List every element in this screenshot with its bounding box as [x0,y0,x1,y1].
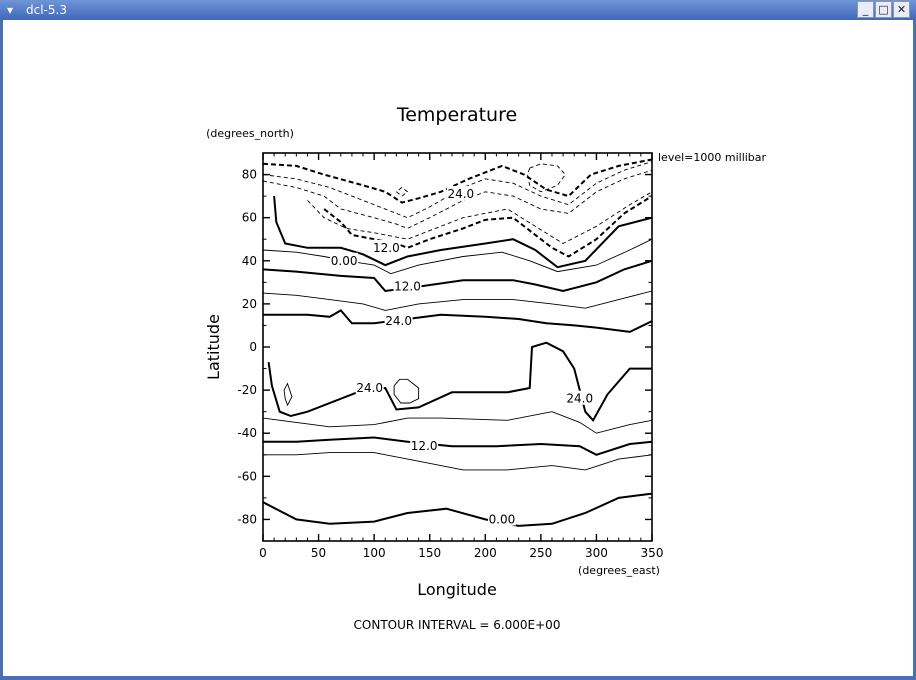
x-axis-label: Longitude [417,580,497,599]
x-tick-label-5: 250 [529,546,552,560]
contour-label-4: 24.0 [385,314,412,328]
x-tick-label-4: 200 [474,546,497,560]
contour-line-4 [307,191,653,245]
plot-frame [262,152,653,542]
title-bar[interactable]: ▾ dcl-5.3 _ □ ✕ [0,0,916,20]
chevron-down-icon[interactable]: ▾ [6,3,14,17]
contour-label-1: 12.0 [373,241,400,255]
contour-label-bg-1 [372,239,401,254]
axis-ticks: 0 50 100 150 200 250 300 350 -80 -60 -40 -20 0 20 40 60… [237,153,663,560]
contour-line-3 [323,195,653,258]
contour-line-17 [527,163,566,193]
contour-label-bg-2 [330,252,359,267]
contour-label-6: 24.0 [566,392,593,406]
y-tick-label-1: -60 [237,469,257,483]
contour-label-bg-3 [393,278,422,293]
contour-label-7: 12.0 [411,439,438,453]
contour-line-12 [263,436,653,456]
contour-label-0: 24.0 [447,187,474,201]
x-tick-label-0: 0 [259,546,267,560]
x-tick-label-2: 100 [363,546,386,560]
contour-label-bg-0 [446,185,475,200]
contour-label-bg-6 [565,390,594,405]
contour-line-11 [262,411,653,434]
contour-line-7 [262,259,653,293]
contour-line-0 [262,161,653,219]
contour-line-8 [262,290,653,311]
contour-line-13 [263,452,653,471]
y-tick-label-5: 20 [242,297,257,311]
contour-label-bg-8 [487,511,516,526]
contour-label-5: 24.0 [356,381,383,395]
maximize-button[interactable]: □ [875,1,892,18]
contour-label-8: 0.00 [489,512,516,526]
contour-line-10 [267,341,652,423]
contour-line-16 [283,382,293,407]
contour-lines [262,158,653,527]
y-unit-label: (degrees_north) [206,127,294,140]
x-tick-label-7: 350 [641,546,664,560]
x-tick-label-1: 50 [311,546,326,560]
contour-line-6 [262,238,653,275]
y-tick-label-2: -40 [237,426,257,440]
y-tick-label-4: 0 [249,340,257,354]
contour-line-9 [263,309,653,333]
contour-label-3: 12.0 [394,280,421,294]
contour-line-5 [273,196,653,269]
contour-label-bg-4 [384,313,413,328]
contour-interval-note: CONTOUR INTERVAL = 6.000E+00 [354,618,561,632]
y-tick-label-7: 60 [242,211,257,225]
x-unit-label: (degrees_east) [578,564,660,577]
contour-labels: 24.0 12.0 0.00 12.0 24.0 24.0 24.0 12.0 0.00 [330,185,594,526]
y-tick-label-6: 40 [242,254,257,268]
y-tick-label-0: -80 [237,512,257,526]
x-tick-label-6: 300 [585,546,608,560]
contour-line-1 [262,169,653,229]
contour-label-bg-5 [355,379,384,394]
level-annotation: level=1000 millibar [658,151,767,164]
window-title: dcl-5.3 [26,3,67,17]
y-axis-label: Latitude [204,314,223,380]
minimize-button[interactable]: _ [857,1,874,18]
chart-title: Temperature [396,104,517,126]
y-tick-label-8: 80 [242,168,257,182]
plot-border [262,152,653,542]
contour-line-2 [262,158,653,204]
contour-line-15 [393,378,420,404]
contour-label-2: 0.00 [331,254,358,268]
x-tick-label-3: 150 [418,546,441,560]
close-button[interactable]: ✕ [893,1,910,18]
contour-line-18 [395,186,409,197]
y-tick-label-3: -20 [237,383,257,397]
contour-label-bg-7 [410,438,439,453]
contour-line-14 [262,492,653,527]
